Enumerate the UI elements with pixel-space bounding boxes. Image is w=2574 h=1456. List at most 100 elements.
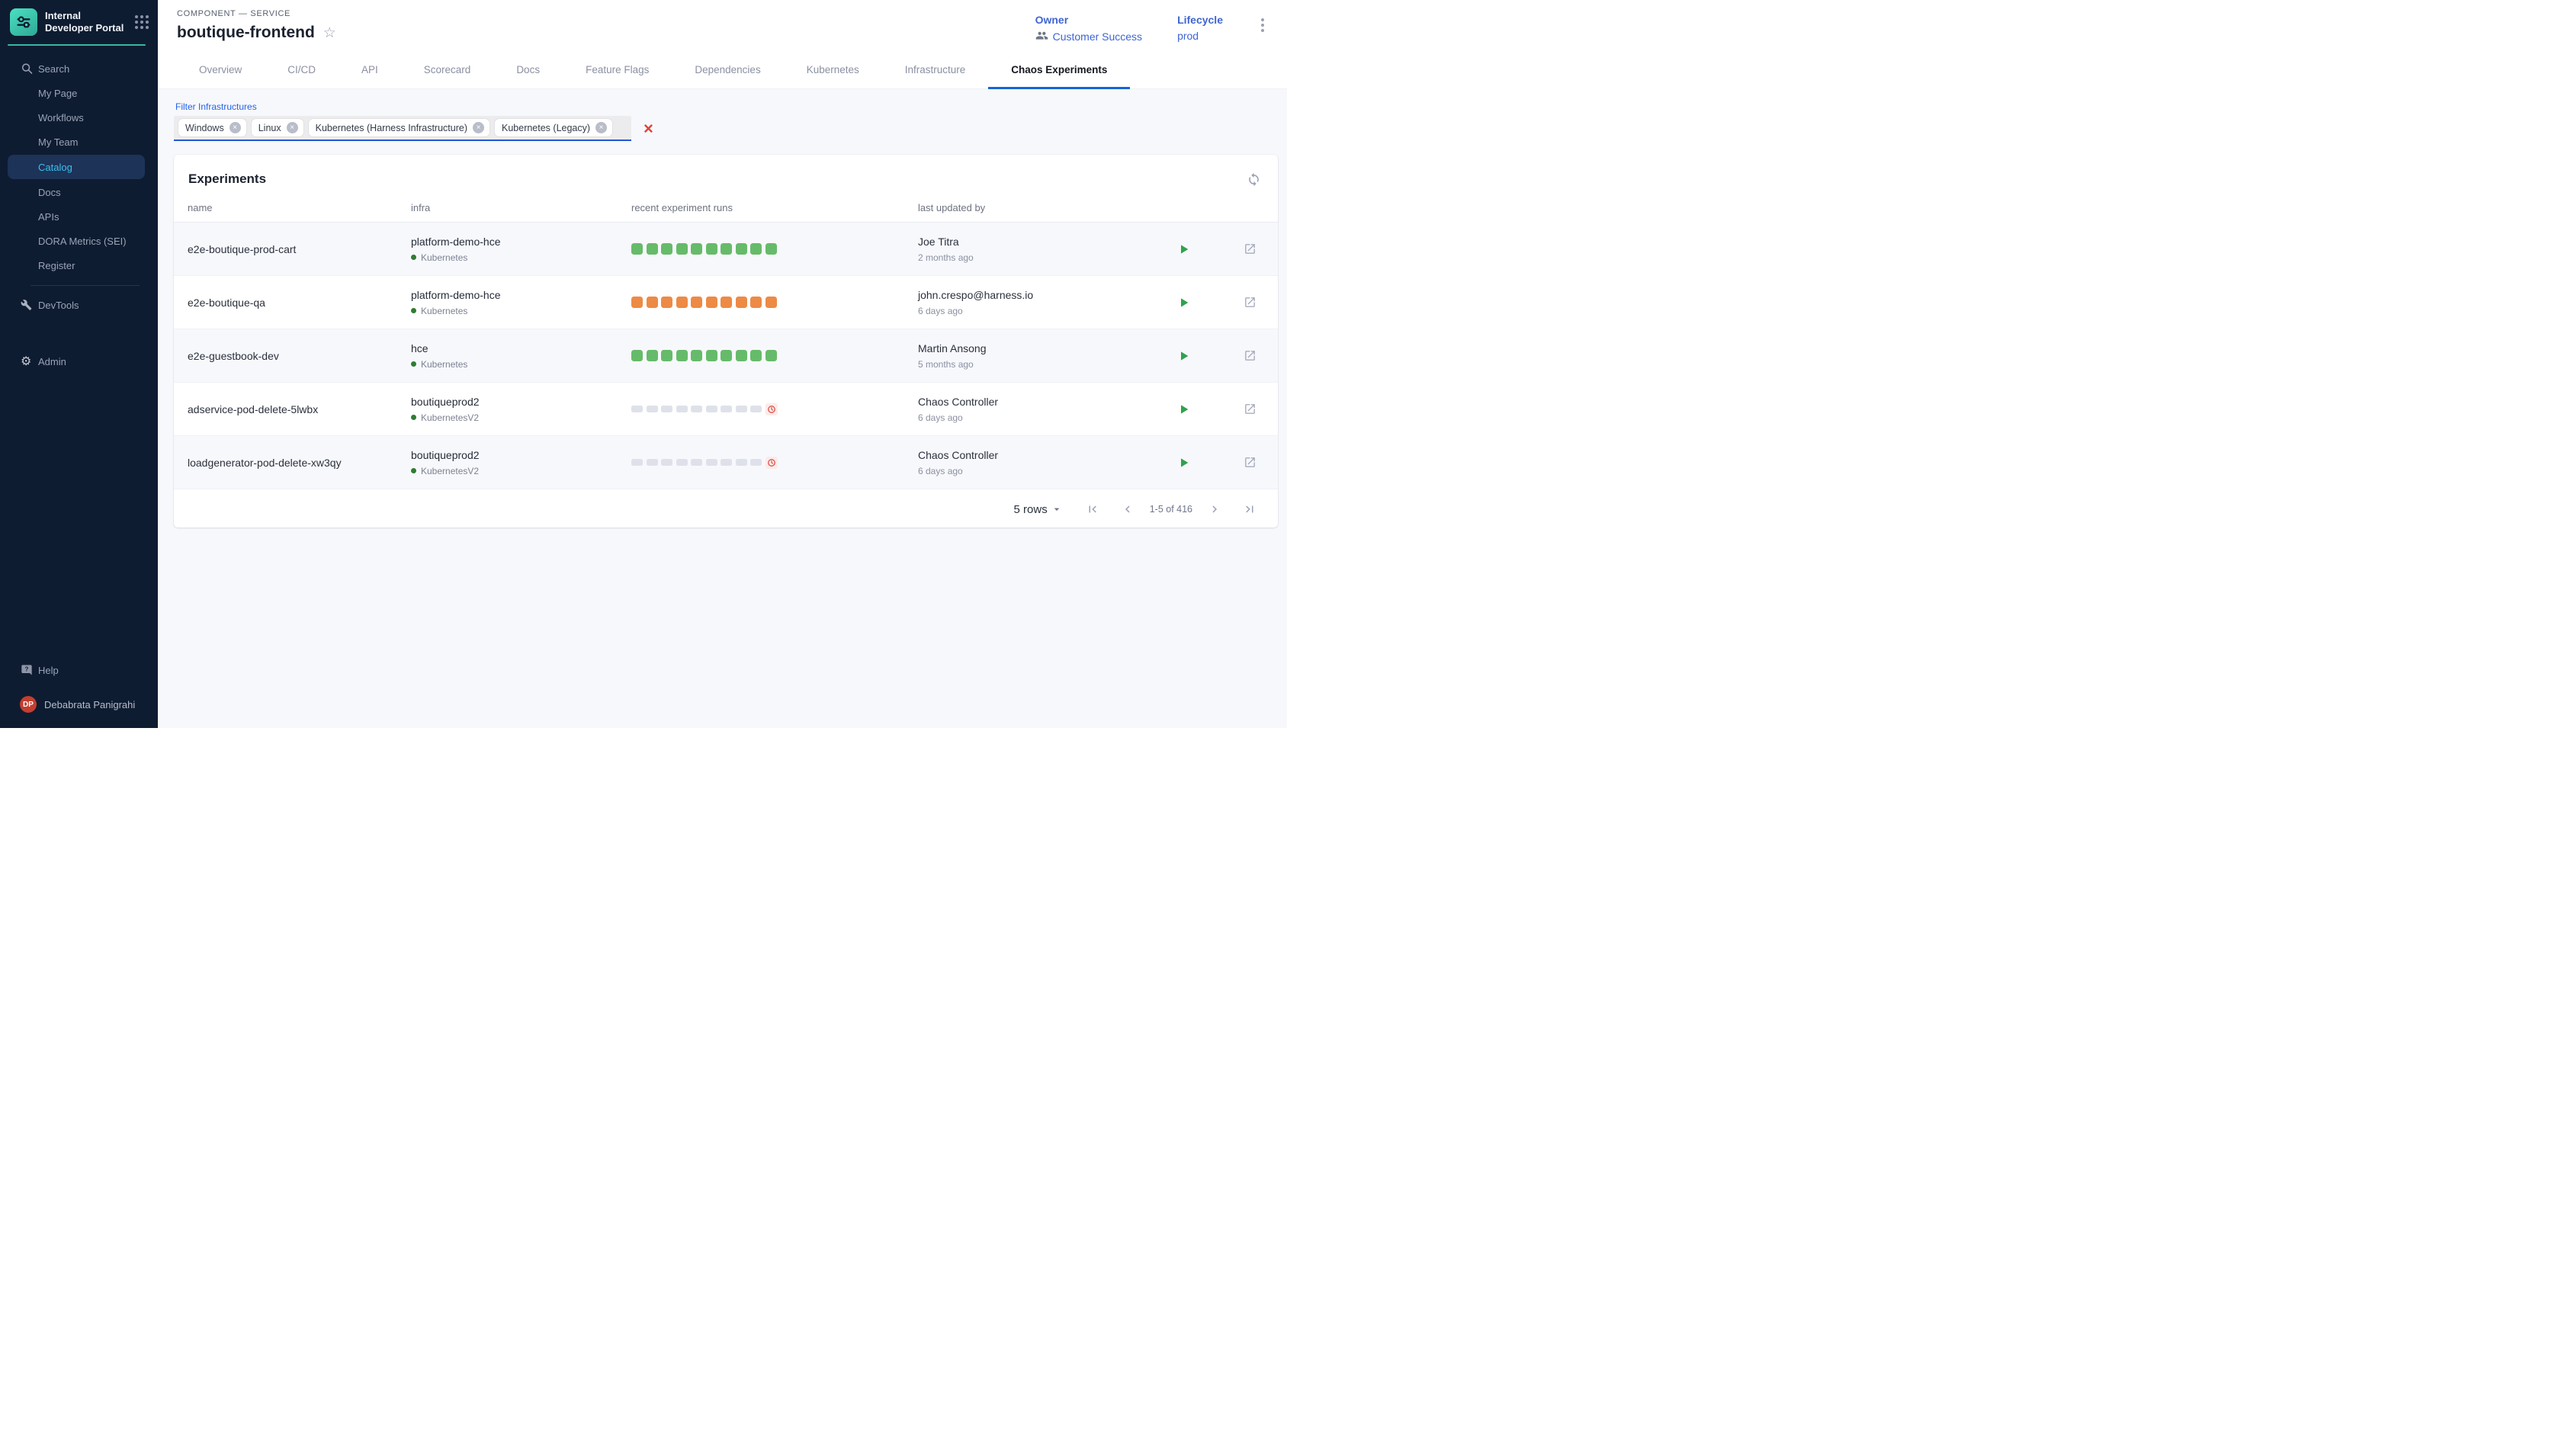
run-indicator-pending[interactable]	[721, 406, 732, 412]
chip-close-icon[interactable]: ×	[286, 122, 298, 133]
run-indicator-failed[interactable]	[721, 297, 732, 308]
sidebar-item-dora-metrics-sei-[interactable]: DORA Metrics (SEI)	[0, 229, 158, 253]
previous-page-button[interactable]	[1119, 501, 1136, 518]
run-indicator-passed[interactable]	[721, 350, 732, 361]
tab-api[interactable]: API	[361, 64, 378, 75]
run-indicator-passed[interactable]	[691, 350, 702, 361]
run-experiment-play-icon[interactable]	[1178, 297, 1190, 309]
run-indicator-pending[interactable]	[646, 406, 658, 412]
run-experiment-play-icon[interactable]	[1178, 243, 1190, 255]
run-indicator-passed[interactable]	[765, 350, 777, 361]
infrastructure-filter-field[interactable]: Windows × Linux × Kubernetes (Harness Infras…	[174, 116, 631, 141]
run-experiment-play-icon[interactable]	[1178, 457, 1190, 469]
run-experiment-play-icon[interactable]	[1178, 350, 1190, 362]
tab-dependencies[interactable]: Dependencies	[695, 64, 761, 75]
run-indicator-pending[interactable]	[691, 459, 702, 466]
run-indicator-failed[interactable]	[765, 297, 777, 308]
run-indicator-failed[interactable]	[750, 297, 762, 308]
tab-docs[interactable]: Docs	[516, 64, 541, 75]
run-indicator-pending[interactable]	[705, 459, 717, 466]
open-in-new-icon[interactable]	[1244, 402, 1257, 415]
run-indicator-passed[interactable]	[705, 350, 717, 361]
run-indicator-passed[interactable]	[691, 243, 702, 255]
first-page-button[interactable]	[1084, 501, 1101, 518]
open-in-new-icon[interactable]	[1244, 242, 1257, 255]
sidebar-item-apis[interactable]: APIs	[0, 204, 158, 229]
run-indicator-pending[interactable]	[735, 459, 747, 466]
run-indicator-pending[interactable]	[705, 406, 717, 412]
run-indicator-failed[interactable]	[691, 297, 702, 308]
run-indicator-pending[interactable]	[631, 406, 643, 412]
open-in-new-icon[interactable]	[1244, 456, 1257, 469]
scheduled-clock-icon[interactable]	[765, 456, 778, 469]
run-indicator-passed[interactable]	[646, 350, 658, 361]
apps-grid-icon[interactable]	[135, 15, 149, 29]
chip-close-icon[interactable]: ×	[595, 122, 608, 133]
more-options-kebab-icon[interactable]	[1258, 14, 1267, 37]
chip-close-icon[interactable]: ×	[473, 122, 484, 133]
next-page-button[interactable]	[1206, 501, 1223, 518]
run-indicator-passed[interactable]	[661, 350, 672, 361]
run-indicator-pending[interactable]	[750, 406, 762, 412]
run-indicator-pending[interactable]	[750, 459, 762, 466]
open-in-new-icon[interactable]	[1244, 296, 1257, 309]
sidebar-item-search[interactable]: Search	[0, 56, 158, 81]
tab-ci-cd[interactable]: CI/CD	[287, 64, 316, 75]
run-indicator-pending[interactable]	[721, 459, 732, 466]
sidebar-item-catalog[interactable]: Catalog	[8, 155, 145, 179]
run-indicator-passed[interactable]	[676, 243, 688, 255]
run-indicator-failed[interactable]	[705, 297, 717, 308]
run-indicator-pending[interactable]	[676, 459, 688, 466]
tab-kubernetes[interactable]: Kubernetes	[806, 64, 859, 75]
tab-overview[interactable]: Overview	[199, 64, 242, 75]
run-indicator-passed[interactable]	[631, 243, 643, 255]
run-experiment-play-icon[interactable]	[1178, 403, 1190, 415]
run-indicator-failed[interactable]	[661, 297, 672, 308]
run-indicator-pending[interactable]	[735, 406, 747, 412]
run-indicator-passed[interactable]	[705, 243, 717, 255]
open-in-new-icon[interactable]	[1244, 349, 1257, 362]
user-menu[interactable]: DP Debabrata Panigrahi	[0, 682, 158, 720]
refresh-icon[interactable]	[1247, 172, 1261, 187]
tab-scorecard[interactable]: Scorecard	[423, 64, 471, 75]
sidebar-item-help[interactable]: ? Help	[0, 658, 158, 682]
run-indicator-passed[interactable]	[765, 243, 777, 255]
run-indicator-passed[interactable]	[735, 243, 747, 255]
rows-per-page-select[interactable]: 5 rows	[1014, 503, 1063, 516]
run-indicator-pending[interactable]	[646, 459, 658, 466]
run-indicator-passed[interactable]	[750, 243, 762, 255]
clear-filters-icon[interactable]: ×	[644, 118, 653, 138]
run-indicator-passed[interactable]	[735, 350, 747, 361]
run-indicator-failed[interactable]	[735, 297, 747, 308]
sidebar-item-register[interactable]: Register	[0, 253, 158, 277]
run-indicator-failed[interactable]	[676, 297, 688, 308]
run-indicator-passed[interactable]	[750, 350, 762, 361]
scheduled-clock-icon[interactable]	[765, 402, 778, 415]
run-indicator-pending[interactable]	[661, 459, 672, 466]
run-indicator-passed[interactable]	[676, 350, 688, 361]
run-indicator-passed[interactable]	[661, 243, 672, 255]
sidebar-item-my-page[interactable]: My Page	[0, 81, 158, 105]
tab-feature-flags[interactable]: Feature Flags	[586, 64, 650, 75]
sidebar-item-admin[interactable]: ⚙ Admin	[0, 349, 158, 374]
last-page-button[interactable]	[1241, 501, 1258, 518]
run-indicator-pending[interactable]	[661, 406, 672, 412]
chip-close-icon[interactable]: ×	[229, 122, 241, 133]
sidebar-item-devtools[interactable]: DevTools	[0, 293, 158, 317]
run-indicator-failed[interactable]	[631, 297, 643, 308]
filter-infrastructures-label[interactable]: Filter Infrastructures	[175, 101, 257, 112]
run-indicator-pending[interactable]	[631, 459, 643, 466]
run-indicator-failed[interactable]	[646, 297, 658, 308]
run-indicator-pending[interactable]	[691, 406, 702, 412]
favorite-star-icon[interactable]: ☆	[323, 24, 336, 41]
tab-infrastructure[interactable]: Infrastructure	[904, 64, 966, 75]
sidebar-item-workflows[interactable]: Workflows	[0, 105, 158, 130]
owner-link[interactable]: Customer Success	[1052, 30, 1143, 43]
run-indicator-passed[interactable]	[646, 243, 658, 255]
run-indicator-passed[interactable]	[631, 350, 643, 361]
tab-chaos-experiments[interactable]: Chaos Experiments	[988, 53, 1131, 89]
run-indicator-passed[interactable]	[721, 243, 732, 255]
run-indicator-pending[interactable]	[676, 406, 688, 412]
sidebar-item-my-team[interactable]: My Team	[0, 130, 158, 154]
sidebar-item-docs[interactable]: Docs	[0, 180, 158, 204]
